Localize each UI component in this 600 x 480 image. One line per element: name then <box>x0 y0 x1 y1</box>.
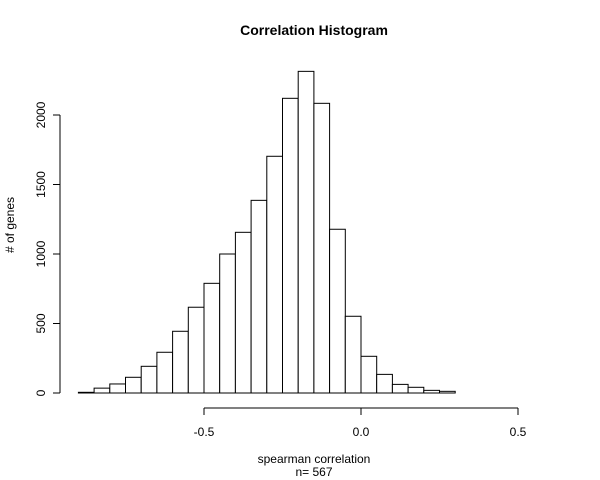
histogram-bar <box>203 282 221 394</box>
histogram-bar <box>391 383 409 394</box>
x-tick-label: -0.5 <box>194 425 215 439</box>
x-tick-label: 0.0 <box>353 425 370 439</box>
histogram-bar <box>219 253 236 394</box>
histogram-bar <box>250 199 268 394</box>
x-axis-label: spearman correlation <box>258 452 371 466</box>
histogram-bar <box>376 373 393 394</box>
histogram-bar <box>439 390 456 394</box>
histogram-bar <box>360 355 378 394</box>
histogram-bar <box>93 387 111 394</box>
histogram-bar <box>125 376 142 394</box>
histogram-bar <box>297 70 315 394</box>
histogram-bar <box>282 97 299 394</box>
y-tick-label: 1500 <box>34 171 48 198</box>
y-tick-label: 2000 <box>34 101 48 128</box>
histogram-bar <box>423 389 440 394</box>
histogram-bar <box>172 330 189 394</box>
histogram-bar <box>156 351 174 394</box>
sample-size-label: n= 567 <box>295 465 332 479</box>
histogram-bar <box>234 231 252 394</box>
histogram-bar <box>266 155 283 394</box>
histogram-bar <box>313 102 331 394</box>
histogram-bar <box>109 383 127 394</box>
y-tick-label: 0 <box>34 389 48 396</box>
x-axis: -0.5 0.0 0.5 <box>194 407 527 439</box>
histogram-bar <box>140 365 158 394</box>
histogram-bar <box>187 306 205 394</box>
bars <box>77 70 456 394</box>
y-tick-label: 1000 <box>34 240 48 267</box>
histogram-bar <box>407 386 425 394</box>
histogram-bar <box>77 391 95 394</box>
y-axis: 0 500 1000 1500 2000 <box>34 101 61 396</box>
y-axis-label: # of genes <box>3 197 17 253</box>
histogram-bar <box>329 228 346 394</box>
x-tick-label: 0.5 <box>510 425 527 439</box>
chart-title: Correlation Histogram <box>240 22 388 38</box>
y-tick-label: 500 <box>34 313 48 333</box>
histogram-bar <box>344 315 362 394</box>
